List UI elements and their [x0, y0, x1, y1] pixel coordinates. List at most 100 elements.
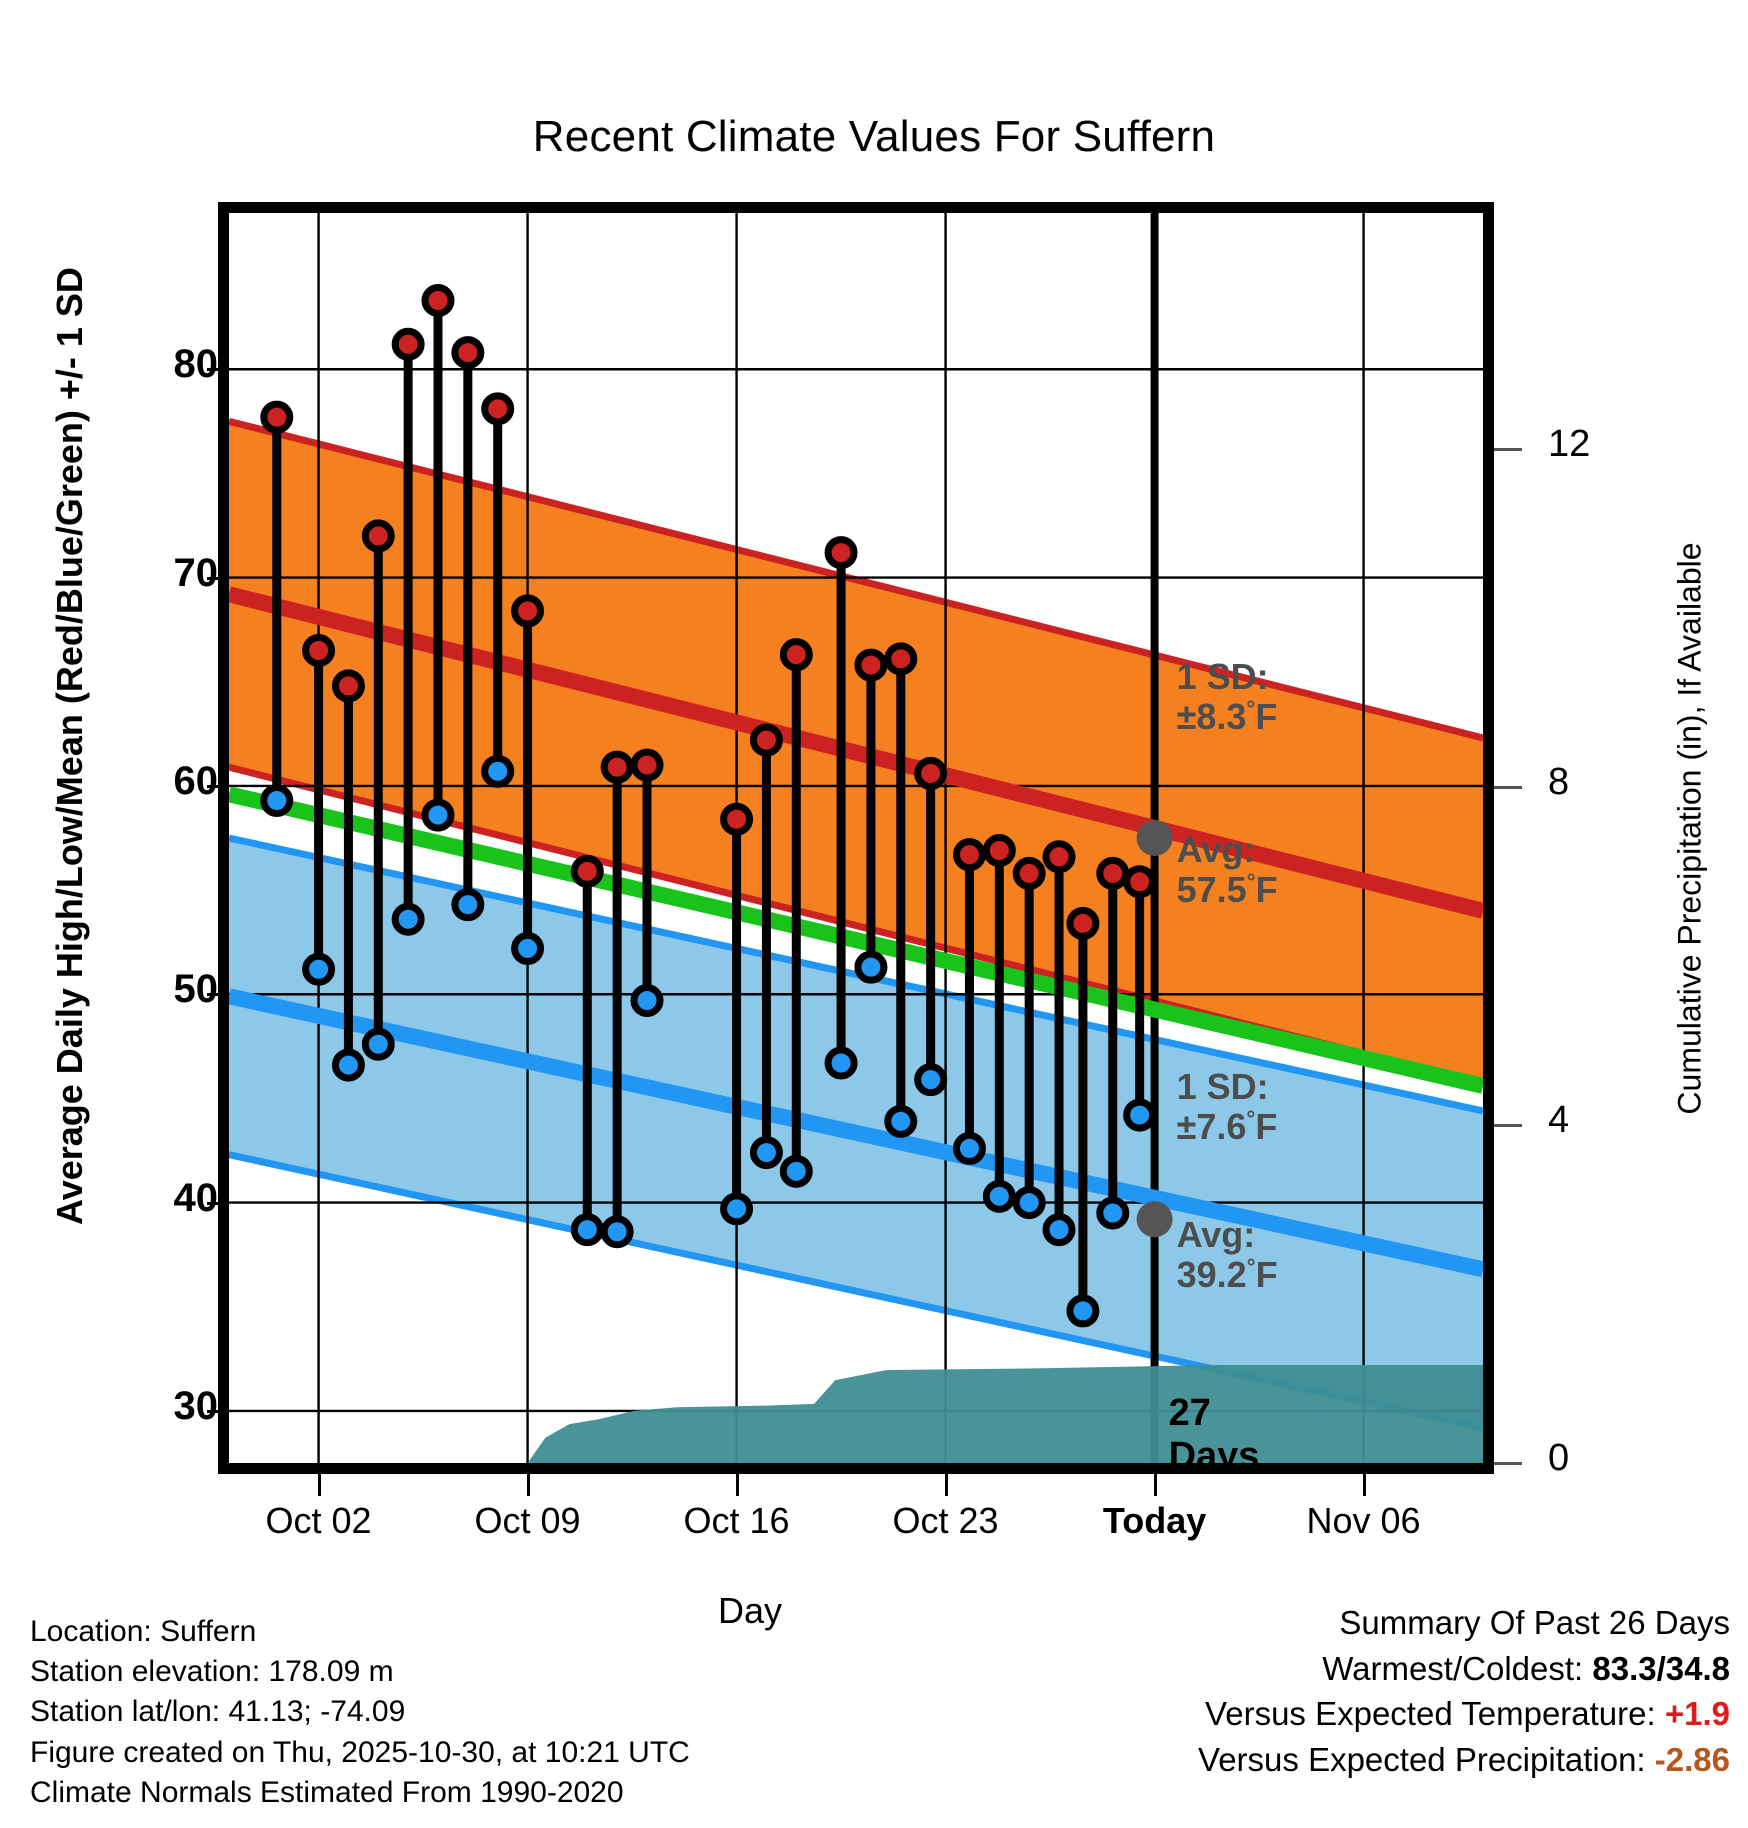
- y-axis-right-tick-mark: [1494, 1124, 1522, 1128]
- precipitation-area: [527, 1365, 1483, 1463]
- summary-warmest-coldest: Warmest/Coldest: 83.3/34.8: [1198, 1646, 1730, 1692]
- x-axis-tick-label-today: Today: [1102, 1500, 1207, 1541]
- versus-temperature-value: +1.9: [1664, 1695, 1730, 1733]
- y-axis-right-tick-mark: [1494, 786, 1522, 790]
- observation-low-marker: [302, 952, 336, 986]
- x-axis-tick-label-oct-23: Oct 23: [892, 1500, 999, 1541]
- observation-low-marker: [260, 784, 294, 817]
- today-high-avg-marker: [1136, 820, 1173, 856]
- observation-low-marker: [1012, 1186, 1046, 1220]
- observation-low-marker: [824, 1046, 858, 1080]
- x-axis-label: Day: [717, 1590, 783, 1631]
- annotation-high-avg-line1: Avg:: [1176, 828, 1256, 870]
- observation-high-marker: [421, 284, 455, 317]
- x-axis-tick-mark: [1362, 1474, 1366, 1496]
- figure-metadata: Location: Suffern Station elevation: 178…: [30, 1612, 690, 1813]
- y-axis-right-tick-label: 12: [1548, 423, 1591, 466]
- warmest-coldest-label: Warmest/Coldest:: [1322, 1649, 1584, 1687]
- x-axis-tick-mark: [317, 1474, 321, 1496]
- x-axis-tick-label-oct-02: Oct 02: [265, 1500, 372, 1541]
- y-axis-tick-mark: [207, 1409, 225, 1413]
- y-axis-tick-label: 70: [173, 550, 219, 595]
- normal-mean-line: [229, 786, 1483, 1094]
- x-axis-tick-label-oct-16: Oct 16: [683, 1500, 790, 1541]
- observation-high-marker: [570, 854, 604, 888]
- degree-icon: °: [1246, 868, 1256, 894]
- observation-low-marker: [331, 1048, 365, 1082]
- observation-high-marker: [1096, 856, 1130, 890]
- annotation-days: 27 Days: [1169, 1392, 1260, 1463]
- observation-high-marker: [361, 519, 395, 553]
- observation-low-marker: [779, 1154, 813, 1188]
- observation-high-marker: [630, 748, 664, 782]
- plot-area: 1 SD: ±8.3°F Avg: 57.5°F 1 SD: ±7.6°F Avg: 39.2…: [218, 202, 1494, 1474]
- observation-low-marker: [600, 1215, 634, 1249]
- observation-high-marker: [1042, 840, 1076, 874]
- chart-canvas: [229, 213, 1483, 1463]
- observation-high-marker: [600, 750, 634, 784]
- y-axis-tick-mark: [207, 1201, 225, 1205]
- summary-versus-temperature: Versus Expected Temperature: +1.9: [1198, 1691, 1730, 1737]
- annotation-low-sd: 1 SD: ±7.6°F: [1176, 1066, 1278, 1148]
- observation-high-marker: [391, 327, 425, 361]
- y-axis-right-label: Cumulative Precipitation (in), If Availa…: [1671, 542, 1708, 1115]
- x-axis-tick-mark: [526, 1474, 530, 1496]
- y-axis-right-tick-label: 8: [1548, 761, 1570, 804]
- observation-low-marker: [952, 1131, 986, 1165]
- plot-inner: 1 SD: ±8.3°F Avg: 57.5°F 1 SD: ±7.6°F Avg: 39.2…: [229, 213, 1483, 1463]
- y-axis-tick-mark: [207, 368, 225, 372]
- observation-low-marker: [720, 1192, 754, 1226]
- y-axis-tick-mark: [207, 993, 225, 997]
- observation-high-marker: [481, 392, 515, 426]
- observation-low-marker: [511, 931, 545, 965]
- observation-low-marker: [630, 984, 664, 1017]
- observation-low-marker: [884, 1104, 918, 1138]
- versus-precipitation-value: -2.86: [1654, 1740, 1730, 1778]
- observation-high-marker: [1123, 865, 1157, 899]
- observation-high-marker: [511, 594, 545, 628]
- annotation-low-avg: Avg: 39.2°F: [1176, 1214, 1278, 1296]
- observation-high-marker: [914, 756, 948, 790]
- observation-low-marker: [361, 1027, 395, 1061]
- summary-versus-precipitation: Versus Expected Precipitation: -2.86: [1198, 1737, 1730, 1783]
- x-axis-tick-mark: [944, 1474, 948, 1496]
- metadata-elevation: Station elevation: 178.09 m: [30, 1655, 394, 1689]
- y-axis-tick-label: 50: [173, 967, 219, 1012]
- degree-icon: °: [1246, 1254, 1256, 1280]
- y-axis-tick-label: 60: [173, 758, 219, 803]
- observation-high-marker: [1012, 856, 1046, 890]
- annotation-low-avg-line2: 39.2°F: [1176, 1254, 1278, 1296]
- metadata-created: Figure created on Thu, 2025-10-30, at 10…: [30, 1735, 690, 1769]
- warmest-coldest-value: 83.3/34.8: [1592, 1649, 1730, 1687]
- y-axis-tick-label: 40: [173, 1175, 219, 1220]
- metadata-latlon: Station lat/lon: 41.13; -74.09: [30, 1695, 406, 1729]
- observation-high-marker: [451, 336, 485, 370]
- x-axis-tick-label-nov-06: Nov 06: [1306, 1500, 1421, 1541]
- observation-low-marker: [854, 950, 888, 984]
- metadata-normals: Climate Normals Estimated From 1990-2020: [30, 1775, 624, 1809]
- observation-high-marker: [854, 648, 888, 682]
- observation-low-marker: [1123, 1098, 1157, 1132]
- observation-low-marker: [570, 1213, 604, 1247]
- y-axis-tick-mark: [207, 576, 225, 580]
- summary-heading: Summary Of Past 26 Days: [1339, 1604, 1730, 1641]
- observation-low-marker: [982, 1179, 1016, 1213]
- summary-panel: Summary Of Past 26 Days Warmest/Coldest:…: [1198, 1600, 1730, 1782]
- x-axis-tick-label-oct-09: Oct 09: [474, 1500, 581, 1541]
- observation-high-marker: [952, 838, 986, 872]
- observation-low-marker: [749, 1136, 783, 1170]
- observation-low-marker: [1096, 1196, 1130, 1230]
- y-axis-right-tick-mark: [1494, 448, 1522, 452]
- observation-high-marker: [749, 723, 783, 757]
- annotation-high-sd-line2: ±8.3°F: [1176, 696, 1278, 738]
- observation-high-marker: [302, 634, 336, 667]
- y-axis-left-label: Average Daily High/Low/Mean (Red/Blue/Gr…: [49, 267, 90, 1225]
- annotation-low-sd-line1: 1 SD:: [1176, 1066, 1269, 1108]
- observation-low-marker: [391, 902, 425, 936]
- degree-icon: °: [1246, 696, 1256, 722]
- annotation-high-avg: Avg: 57.5°F: [1176, 828, 1278, 911]
- versus-temperature-label: Versus Expected Temperature:: [1205, 1695, 1656, 1733]
- observation-low-marker: [914, 1063, 948, 1097]
- observation-low-marker: [481, 754, 515, 788]
